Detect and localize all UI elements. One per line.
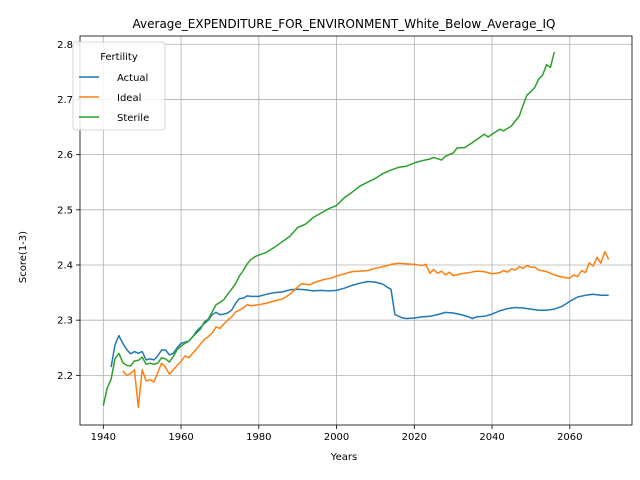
series-line-ideal: [122, 250, 610, 409]
legend-label-sterile: Sterile: [117, 113, 149, 124]
y-tick-label: 2.8: [57, 40, 73, 51]
x-axis-ticks: 1940 1960 1980 2000 2020 2040 2060: [91, 425, 583, 443]
y-tick-label: 2.6: [57, 150, 73, 161]
y-tick-label: 2.2: [57, 371, 73, 382]
chart-title: Average_EXPENDITURE_FOR_ENVIRONMENT_Whit…: [133, 17, 556, 31]
x-tick-label: 1960: [168, 432, 193, 443]
x-tick-label: 1940: [91, 432, 116, 443]
legend-title: Fertility: [100, 52, 138, 63]
x-tick-label: 1980: [246, 432, 271, 443]
series-lines: [102, 51, 610, 409]
x-axis-label: Years: [330, 452, 357, 463]
legend-label-ideal: Ideal: [117, 93, 141, 104]
plot-area-frame: [79, 35, 633, 426]
y-axis-label: Score(1-3): [18, 231, 29, 283]
legend-label-actual: Actual: [117, 73, 148, 84]
x-tick-label: 2060: [557, 432, 582, 443]
legend: Fertility Actual Ideal Sterile: [72, 41, 166, 131]
series-line-sterile: [102, 51, 556, 406]
legend-box: [72, 41, 166, 131]
y-tick-label: 2.7: [57, 95, 73, 106]
y-tick-label: 2.4: [57, 260, 73, 271]
y-tick-label: 2.3: [57, 316, 73, 327]
series-line-actual: [110, 280, 609, 368]
x-tick-label: 2000: [324, 432, 349, 443]
x-tick-label: 2020: [402, 432, 427, 443]
x-tick-label: 2040: [479, 432, 504, 443]
y-tick-label: 2.5: [57, 205, 73, 216]
grid: [80, 36, 632, 425]
